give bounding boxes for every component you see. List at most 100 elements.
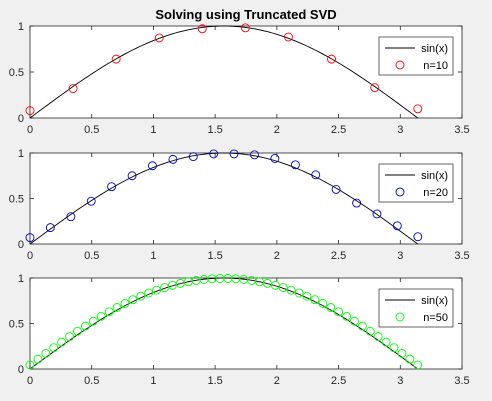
data-point bbox=[240, 23, 250, 33]
axes-2: 0 0.5 1 1.5 2 2.5 3 3.5 0 0.5 1 sin(x) n=20 bbox=[9, 148, 470, 262]
legend-label-series: n=10 bbox=[423, 60, 448, 72]
axes-1: 0 0.5 1 1.5 2 2.5 3 3.5 0 0.5 1 sin(x) n=10 bbox=[9, 21, 470, 136]
data-point bbox=[120, 299, 130, 308]
data-point bbox=[128, 295, 138, 305]
data-point bbox=[352, 198, 362, 208]
data-point bbox=[413, 360, 423, 370]
x-tick-label: 1 bbox=[150, 124, 156, 136]
legend-box bbox=[378, 288, 454, 328]
legend-box bbox=[378, 36, 454, 76]
data-point bbox=[127, 171, 137, 181]
x-tick-label: 0.5 bbox=[84, 124, 99, 136]
x-tick-label: 1 bbox=[150, 250, 156, 262]
legend-marker-swatch bbox=[395, 60, 405, 70]
y-tick-label: 1 bbox=[18, 273, 24, 285]
data-point bbox=[111, 54, 121, 64]
legend: sin(x) n=10 bbox=[378, 36, 454, 76]
x-tick-label: 0.5 bbox=[84, 375, 99, 387]
legend-label-line: sin(x) bbox=[421, 43, 448, 55]
x-tick-label: 1 bbox=[150, 375, 156, 387]
x-tick-label: 2 bbox=[274, 375, 280, 387]
data-point bbox=[25, 360, 35, 370]
legend-label-line: sin(x) bbox=[421, 295, 448, 307]
x-tick-label: 1.5 bbox=[207, 124, 222, 136]
data-point bbox=[68, 84, 78, 94]
data-point bbox=[86, 196, 96, 206]
y-tick-label: 0.5 bbox=[9, 319, 24, 331]
x-tick-label: 3.5 bbox=[454, 124, 469, 136]
data-point bbox=[160, 283, 169, 293]
x-tick-label: 0 bbox=[27, 250, 33, 262]
data-point bbox=[278, 283, 288, 293]
legend: sin(x) n=20 bbox=[378, 163, 454, 203]
data-point bbox=[96, 311, 106, 321]
data-point bbox=[270, 154, 280, 163]
data-point bbox=[112, 303, 122, 312]
data-point bbox=[357, 321, 367, 331]
legend-marker-swatch bbox=[395, 187, 405, 197]
x-tick-label: 2.5 bbox=[331, 124, 346, 136]
data-point bbox=[389, 343, 399, 353]
y-tick-label: 0 bbox=[18, 364, 24, 376]
x-tick-label: 2.5 bbox=[331, 375, 346, 387]
data-point bbox=[397, 348, 407, 358]
data-point bbox=[413, 232, 423, 242]
data-point bbox=[229, 149, 239, 159]
data-point bbox=[147, 161, 157, 171]
data-point bbox=[381, 337, 391, 347]
x-tick-label: 2 bbox=[274, 124, 280, 136]
data-point bbox=[350, 316, 359, 326]
x-tick-label: 3.5 bbox=[454, 375, 469, 387]
data-point bbox=[372, 209, 382, 219]
legend-label-series: n=50 bbox=[423, 312, 448, 324]
x-tick-label: 0 bbox=[27, 124, 33, 136]
data-point bbox=[49, 343, 59, 353]
data-point bbox=[286, 285, 296, 295]
data-point bbox=[168, 154, 178, 164]
y-tick-label: 1 bbox=[18, 21, 24, 33]
data-point bbox=[250, 150, 259, 160]
data-point bbox=[302, 291, 312, 301]
x-tick-label: 2.5 bbox=[331, 250, 346, 262]
data-point bbox=[209, 149, 219, 159]
data-point bbox=[327, 54, 336, 64]
data-point bbox=[188, 152, 198, 162]
data-point bbox=[57, 337, 67, 347]
data-point bbox=[25, 106, 35, 116]
data-point bbox=[33, 354, 43, 364]
x-tick-label: 1.5 bbox=[207, 250, 222, 262]
y-tick-label: 0 bbox=[18, 239, 24, 251]
data-point bbox=[270, 280, 280, 290]
data-point bbox=[331, 184, 341, 194]
axes-container: 0 0.5 1 1.5 2 2.5 3 3.5 0 0.5 1 sin(x) n=10 0 0.5 1 1.5 2… bbox=[9, 21, 470, 387]
axes-3: 0 0.5 1 1.5 2 2.5 3 3.5 0 0.5 1 sin(x) n=50 bbox=[9, 273, 470, 387]
data-point bbox=[66, 212, 76, 222]
data-point bbox=[365, 326, 375, 336]
x-tick-label: 0.5 bbox=[84, 250, 99, 262]
data-point bbox=[65, 332, 75, 342]
data-point bbox=[294, 288, 304, 298]
data-point bbox=[197, 24, 207, 34]
data-point bbox=[45, 223, 55, 233]
data-point bbox=[73, 326, 82, 336]
data-point bbox=[107, 182, 117, 192]
legend-marker-swatch bbox=[395, 312, 405, 322]
data-point bbox=[311, 170, 321, 180]
x-tick-label: 0 bbox=[27, 375, 33, 387]
figure-title: Solving using Truncated SVD bbox=[155, 7, 336, 22]
data-point bbox=[370, 83, 380, 93]
data-point bbox=[144, 288, 154, 298]
data-point bbox=[41, 348, 51, 358]
data-point bbox=[334, 307, 344, 317]
data-point bbox=[310, 295, 320, 305]
y-tick-label: 0.5 bbox=[9, 194, 24, 206]
legend-label-series: n=20 bbox=[423, 187, 448, 199]
x-tick-label: 3 bbox=[397, 375, 403, 387]
data-point bbox=[152, 285, 162, 295]
data-point bbox=[405, 354, 415, 364]
data-point bbox=[326, 303, 336, 312]
data-point bbox=[373, 332, 383, 342]
data-point bbox=[318, 299, 328, 308]
data-point bbox=[154, 33, 164, 43]
